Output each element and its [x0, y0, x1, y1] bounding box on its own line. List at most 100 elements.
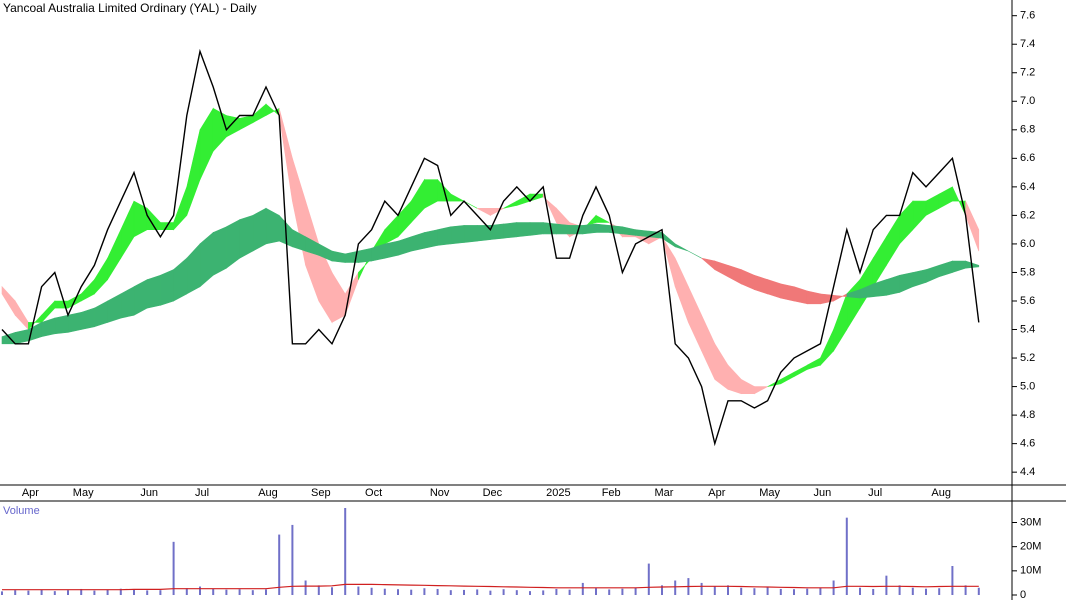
volume-bar	[634, 587, 637, 595]
volume-bar	[753, 588, 756, 595]
price-line	[1, 48, 980, 447]
y-tick-label: 30M	[1020, 516, 1041, 528]
volume-bar	[555, 588, 558, 595]
volume-bar	[581, 582, 584, 595]
volume-bar	[766, 587, 769, 595]
y-tick-label: 4.4	[1020, 466, 1035, 478]
volume-bar	[53, 591, 56, 595]
volume-bar	[779, 588, 782, 595]
volume-bar	[529, 591, 531, 595]
x-tick-label: Aug	[258, 487, 278, 499]
volume-bar	[423, 588, 426, 595]
volume-bar	[647, 563, 650, 595]
volume-bar	[568, 589, 571, 595]
volume-bar	[727, 585, 729, 595]
ribbon-segment	[582, 223, 597, 235]
volume-bar	[806, 588, 809, 595]
ribbon-segment	[146, 274, 161, 309]
y-tick-label: 6.8	[1020, 124, 1035, 136]
volume-bar	[199, 586, 201, 595]
ribbon-segment	[384, 240, 399, 259]
volume-bar	[251, 590, 254, 595]
y-tick-label: 5.2	[1020, 352, 1035, 364]
volume-bar	[740, 587, 743, 595]
volume-bar	[344, 508, 347, 595]
x-tick-label: Jul	[195, 487, 209, 499]
y-tick-label: 5.0	[1020, 380, 1035, 392]
volume-bar	[938, 588, 941, 595]
ribbon-segment	[490, 208, 504, 216]
volume-bar	[80, 588, 83, 595]
y-tick-label: 5.8	[1020, 266, 1035, 278]
volume-bar	[304, 580, 307, 595]
volume-bar	[265, 589, 267, 595]
volume-bar	[40, 589, 43, 595]
x-tick-label: May	[73, 487, 94, 499]
ribbon-segment	[516, 222, 531, 238]
volume-bar	[185, 588, 188, 595]
volume-bar	[159, 590, 162, 595]
volume-bar	[977, 587, 980, 595]
volume-bar	[700, 582, 703, 595]
volume-bar	[212, 588, 215, 595]
volume-bar	[595, 588, 597, 595]
x-tick-label: Dec	[483, 487, 503, 499]
volume-bar	[106, 589, 109, 595]
x-tick-label: Jun	[814, 487, 832, 499]
volume-bar	[278, 534, 281, 595]
ribbon-segment	[529, 222, 544, 236]
volume-bar	[93, 590, 96, 595]
volume-bar	[502, 589, 505, 595]
ribbon-segment	[252, 207, 267, 252]
ribbon-segment	[595, 223, 610, 233]
volume-title: Volume	[3, 505, 40, 517]
y-tick-label: 7.6	[1020, 10, 1035, 22]
volume-bar	[859, 587, 861, 595]
y-tick-label: 7.0	[1020, 95, 1035, 107]
volume-bar	[383, 588, 386, 595]
volume-bar	[436, 588, 439, 595]
y-tick-label: 0	[1020, 589, 1026, 600]
ribbon-segment	[648, 230, 663, 239]
y-tick-label: 6.4	[1020, 181, 1035, 193]
volume-bar	[238, 589, 241, 595]
volume-bar	[951, 566, 954, 595]
volume-bar	[463, 589, 465, 595]
volume-bar	[27, 590, 30, 595]
ribbon-segment	[212, 226, 227, 276]
ribbon-segment	[595, 214, 610, 223]
volume-bar	[476, 589, 479, 595]
y-tick-label: 6.2	[1020, 209, 1035, 221]
volume-bar	[133, 589, 135, 595]
ribbon-segment	[569, 225, 584, 235]
volume-bar	[119, 588, 122, 595]
y-tick-label: 7.2	[1020, 67, 1035, 79]
x-tick-label: Jul	[868, 487, 882, 499]
ribbon-segment	[239, 214, 254, 259]
x-tick-label: Jun	[140, 487, 158, 499]
plot-area	[1, 48, 980, 595]
volume-bar	[845, 517, 848, 595]
volume-bar	[911, 587, 914, 595]
volume-bar	[449, 590, 452, 595]
ribbon-segment	[424, 229, 438, 249]
volume-bar	[317, 585, 320, 595]
volume-bar	[357, 586, 360, 595]
volume-bar	[146, 590, 149, 595]
volume-bar	[1, 591, 3, 595]
volume-bar	[661, 585, 663, 595]
ribbon-segment	[437, 226, 452, 246]
volume-bar	[291, 524, 294, 595]
volume-bar	[674, 580, 677, 595]
x-tick-label: Apr	[22, 487, 39, 499]
y-tick-label: 6.0	[1020, 238, 1035, 250]
x-tick-label: Apr	[708, 487, 725, 499]
volume-bar	[819, 587, 822, 595]
x-tick-label: Oct	[365, 487, 382, 499]
y-tick-label: 7.4	[1020, 38, 1035, 50]
volume-bar	[397, 589, 399, 595]
chart-title: Yancoal Australia Limited Ordinary (YAL)…	[3, 1, 257, 15]
